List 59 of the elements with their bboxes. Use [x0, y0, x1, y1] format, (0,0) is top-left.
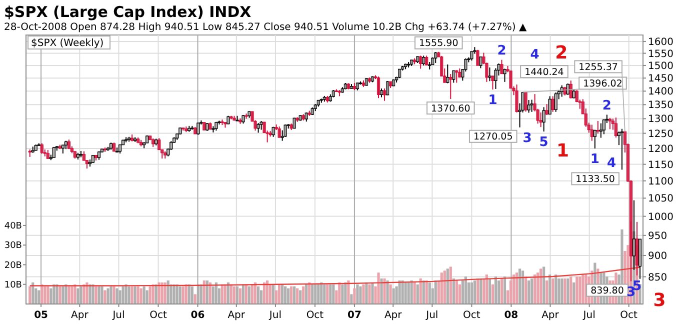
y-tick-label: 1450 — [648, 74, 674, 85]
x-tick-label: Apr — [228, 310, 246, 321]
annotation: 2 — [602, 98, 612, 114]
y-tick-label: 1350 — [648, 100, 674, 112]
y-tick-label: 1550 — [648, 48, 674, 60]
x-tick-label: Jul — [112, 310, 125, 321]
y-tick-label: 1300 — [648, 114, 674, 126]
annotation: 3 — [626, 284, 636, 300]
y-tick-label: 850 — [648, 272, 668, 284]
y-tick-label: 1250 — [648, 128, 674, 140]
y-tick-label: 1600 — [648, 36, 674, 48]
annotation: 1 — [556, 140, 570, 162]
annotation: 1133.50 — [576, 174, 615, 186]
x-tick-label: 05 — [34, 310, 48, 321]
x-tick-label: Oct — [306, 310, 324, 321]
x-tick-label: 07 — [348, 310, 362, 321]
x-tick-label: Apr — [542, 310, 560, 321]
y-tick-label: 1400 — [648, 86, 674, 98]
x-tick-label: Apr — [71, 310, 90, 321]
annotation: 1440.24 — [524, 66, 564, 78]
y-tick-label: 1200 — [648, 144, 674, 155]
chart-title: $SPX (Large Cap Index) INDX — [4, 3, 252, 21]
x-tick-label: Jul — [268, 310, 282, 321]
annotation: 3 — [653, 290, 666, 312]
x-tick-label: Jul — [582, 310, 596, 321]
annotation: 1370.60 — [430, 103, 470, 114]
y2-tick-label: 10B — [4, 280, 22, 291]
annotation: 2 — [555, 42, 568, 64]
y-tick-label: 1000 — [648, 212, 674, 223]
annotation: 1 — [590, 152, 600, 168]
y-tick-label: 900 — [648, 251, 668, 262]
y-tick-label: 1150 — [648, 160, 674, 171]
y2-tick-label: 40B — [4, 222, 22, 232]
annotation: 1396.02 — [583, 78, 622, 90]
annotation: 4 — [606, 156, 616, 171]
annotation: 839.80 — [590, 286, 624, 297]
annotation: 4 — [530, 48, 540, 63]
annotation: 3 — [522, 131, 532, 146]
y-tick-label: 1100 — [648, 176, 674, 188]
y-tick-label: 1050 — [648, 194, 674, 205]
y2-tick-label: 30B — [4, 241, 22, 252]
annotation: 5 — [539, 135, 548, 150]
annotation: 1255.37 — [578, 62, 618, 74]
chart-subtitle: 28-Oct-2008 Open 874.28 High 940.51 Low 845.27 Close 940.51 Volume 10.2B Chg +63.74 (+7.27%) ▲ — [4, 22, 527, 33]
x-tick-label: Apr — [384, 310, 403, 321]
x-tick-label: Jul — [425, 310, 438, 321]
annotation: 1555.90 — [418, 38, 458, 50]
x-tick-label: Oct — [620, 310, 638, 321]
x-tick-label: Oct — [463, 310, 480, 321]
y2-tick-label: 20B — [4, 260, 22, 271]
annotation: 2 — [497, 43, 506, 58]
text: $SPX (Weekly) — [31, 38, 104, 49]
y-tick-label: 950 — [648, 230, 668, 242]
x-tick-label: 08 — [504, 310, 518, 321]
y-tick-label: 1500 — [648, 60, 674, 72]
x-tick-label: Oct — [150, 310, 167, 321]
annotation: 1 — [488, 93, 498, 108]
x-tick-label: 06 — [190, 310, 205, 321]
annotation: 1270.05 — [473, 132, 513, 143]
